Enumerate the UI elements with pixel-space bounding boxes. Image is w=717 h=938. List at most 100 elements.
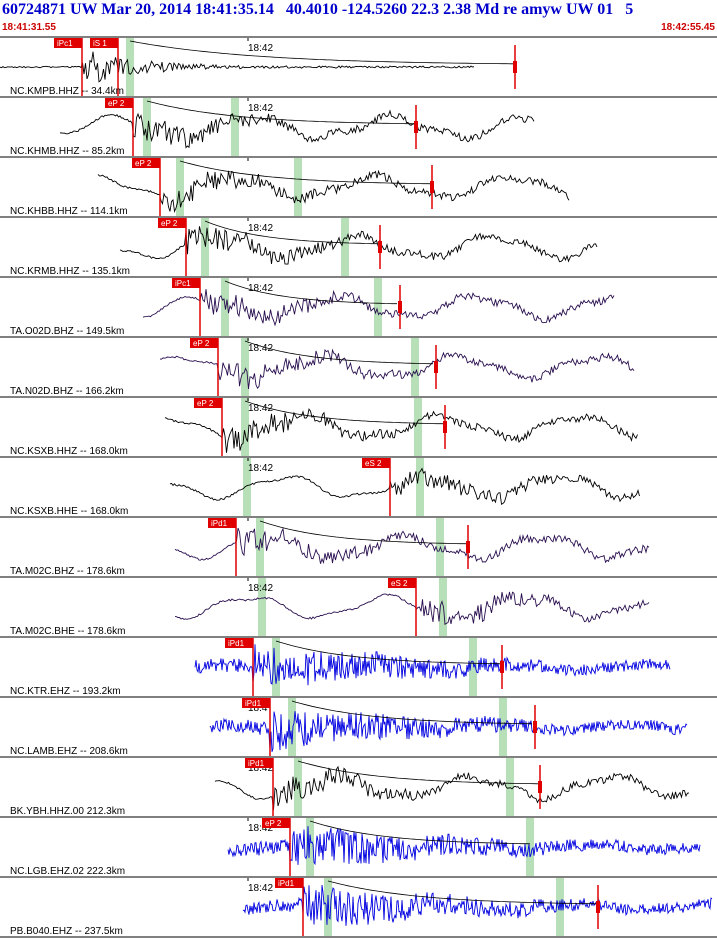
waveform-line	[59, 109, 535, 149]
phase-pick: eP 2	[132, 158, 161, 216]
coda-end-marker-box	[533, 721, 537, 733]
phase-pick-flag	[208, 518, 236, 528]
waveform-line	[142, 289, 615, 327]
coda-decay-curve	[327, 880, 597, 905]
coda-window-marker	[143, 98, 151, 156]
phase-pick-label: iPc1	[57, 39, 73, 48]
minute-tick-label: 18:42	[248, 283, 273, 294]
phase-pick-label: iPd1	[278, 879, 295, 888]
station-label: NC.KHBB.HHZ -- 114.1km	[10, 206, 128, 217]
coda-end-marker-box	[414, 121, 418, 133]
phase-pick: iPd1	[208, 518, 237, 576]
phase-pick-label: iPd1	[248, 759, 265, 768]
coda-decay-curve	[275, 640, 501, 665]
minute-tick-label: 18:42	[248, 763, 273, 774]
phase-pick-label: iPd1	[228, 639, 245, 648]
coda-window-marker	[416, 458, 424, 516]
waveform-line	[242, 884, 713, 926]
coda-decay-curve	[224, 280, 397, 305]
phase-pick-flag	[190, 338, 218, 348]
phase-pick: iPd1	[245, 758, 274, 816]
phase-pick-label: eP 2	[265, 819, 282, 828]
coda-window-marker	[256, 518, 264, 576]
phase-pick: eP 2	[190, 338, 219, 396]
minute-tick-label: 18:42	[248, 463, 273, 474]
coda-end-marker-box	[434, 361, 438, 373]
station-label: NC.LGB.EHZ.02 222.3km	[10, 866, 125, 877]
phase-pick-label: eP 2	[108, 99, 125, 108]
waveform-line	[209, 711, 688, 752]
coda-window-marker	[506, 758, 514, 816]
coda-decay-curve	[129, 40, 514, 65]
phase-pick-flag	[105, 98, 133, 108]
window-start-time: 18:41:31.55	[2, 22, 56, 33]
phase-pick-flag	[132, 158, 160, 168]
phase-pick-label: iPd1	[245, 699, 262, 708]
station-label: NC.KHMB.HHZ -- 85.2km	[10, 146, 124, 157]
waveform-line	[164, 408, 638, 453]
phase-pick: iPc1	[54, 38, 83, 96]
coda-decay-curve	[244, 340, 433, 365]
trace-row: 18:42 eS 2 NC.KSXB.HHE -- 168.0km	[0, 456, 717, 517]
event-title: 60724871 UW Mar 20, 2014 18:41:35.14 40.…	[2, 1, 634, 18]
coda-window-marker	[436, 518, 444, 576]
station-label: PB.B040.EHZ -- 237.5km	[10, 926, 123, 937]
coda-window-marker	[439, 578, 447, 636]
waveform-line	[0, 51, 475, 83]
phase-pick: eP 2	[194, 398, 223, 456]
coda-window-marker	[341, 218, 349, 276]
phase-pick: eP 2	[105, 98, 134, 156]
coda-end-marker-box	[513, 61, 517, 73]
phase-pick-label: eP 2	[197, 399, 214, 408]
minute-tick-label: 18:42	[248, 883, 273, 894]
coda-window-marker	[469, 638, 477, 696]
phase-pick-flag	[362, 458, 390, 468]
coda-decay-curve	[297, 760, 539, 785]
coda-window-marker	[556, 878, 564, 936]
station-label: BK.YBH.HHZ.00 212.3km	[10, 806, 125, 817]
coda-window-marker	[126, 38, 134, 96]
coda-window-marker	[231, 98, 239, 156]
phase-pick-flag	[262, 818, 290, 828]
trace-row: eP 2 NC.KHBB.HHZ -- 114.1km	[0, 156, 717, 217]
coda-decay-curve	[291, 700, 533, 725]
trace-row: 18:42 iPc1 iS 1 NC.KMPB.HHZ -- 34.4km	[0, 36, 717, 97]
coda-end-marker-box	[430, 181, 434, 193]
coda-decay-curve	[179, 160, 433, 185]
coda-end-marker-box	[443, 421, 447, 433]
coda-end-marker-box	[596, 901, 600, 913]
coda-window-marker	[241, 338, 249, 396]
coda-window-marker	[258, 578, 266, 636]
phase-pick-flag	[172, 278, 200, 288]
phase-pick: iPd1	[242, 698, 271, 756]
minute-tick-label: 18:42	[248, 103, 273, 114]
phase-pick-label: eS 2	[391, 579, 408, 588]
minute-tick-label: 18:42	[248, 583, 273, 594]
coda-end-marker-box	[538, 781, 542, 793]
waveform-line	[119, 226, 598, 265]
station-label: TA.M02C.BHE -- 178.6km	[10, 626, 125, 637]
coda-window-marker	[526, 818, 534, 876]
coda-end-marker-box	[378, 241, 382, 253]
minute-tick-label: 18:42	[248, 43, 273, 54]
trace-row: 18:42 eP 2 NC.KSXB.HHZ -- 168.0km	[0, 396, 717, 457]
phase-pick-label: iS 1	[93, 39, 107, 48]
coda-window-marker	[176, 158, 184, 216]
coda-window-marker	[294, 158, 302, 216]
phase-pick-label: iPd1	[211, 519, 228, 528]
phase-pick-label: eP 2	[193, 339, 210, 348]
waveform-line	[174, 527, 650, 565]
phase-pick: iPc1	[172, 278, 201, 336]
phase-pick: eP 2	[158, 218, 187, 276]
trace-row: iPd1 TA.M02C.BHZ -- 178.6km	[0, 516, 717, 577]
phase-pick: iS 1	[90, 38, 119, 96]
station-label: NC.KSXB.HHZ -- 168.0km	[10, 446, 128, 457]
station-label: TA.O02D.BHZ -- 149.5km	[10, 326, 124, 337]
phase-pick-flag	[225, 638, 253, 648]
waveform-line	[159, 348, 635, 390]
coda-decay-curve	[259, 520, 469, 545]
